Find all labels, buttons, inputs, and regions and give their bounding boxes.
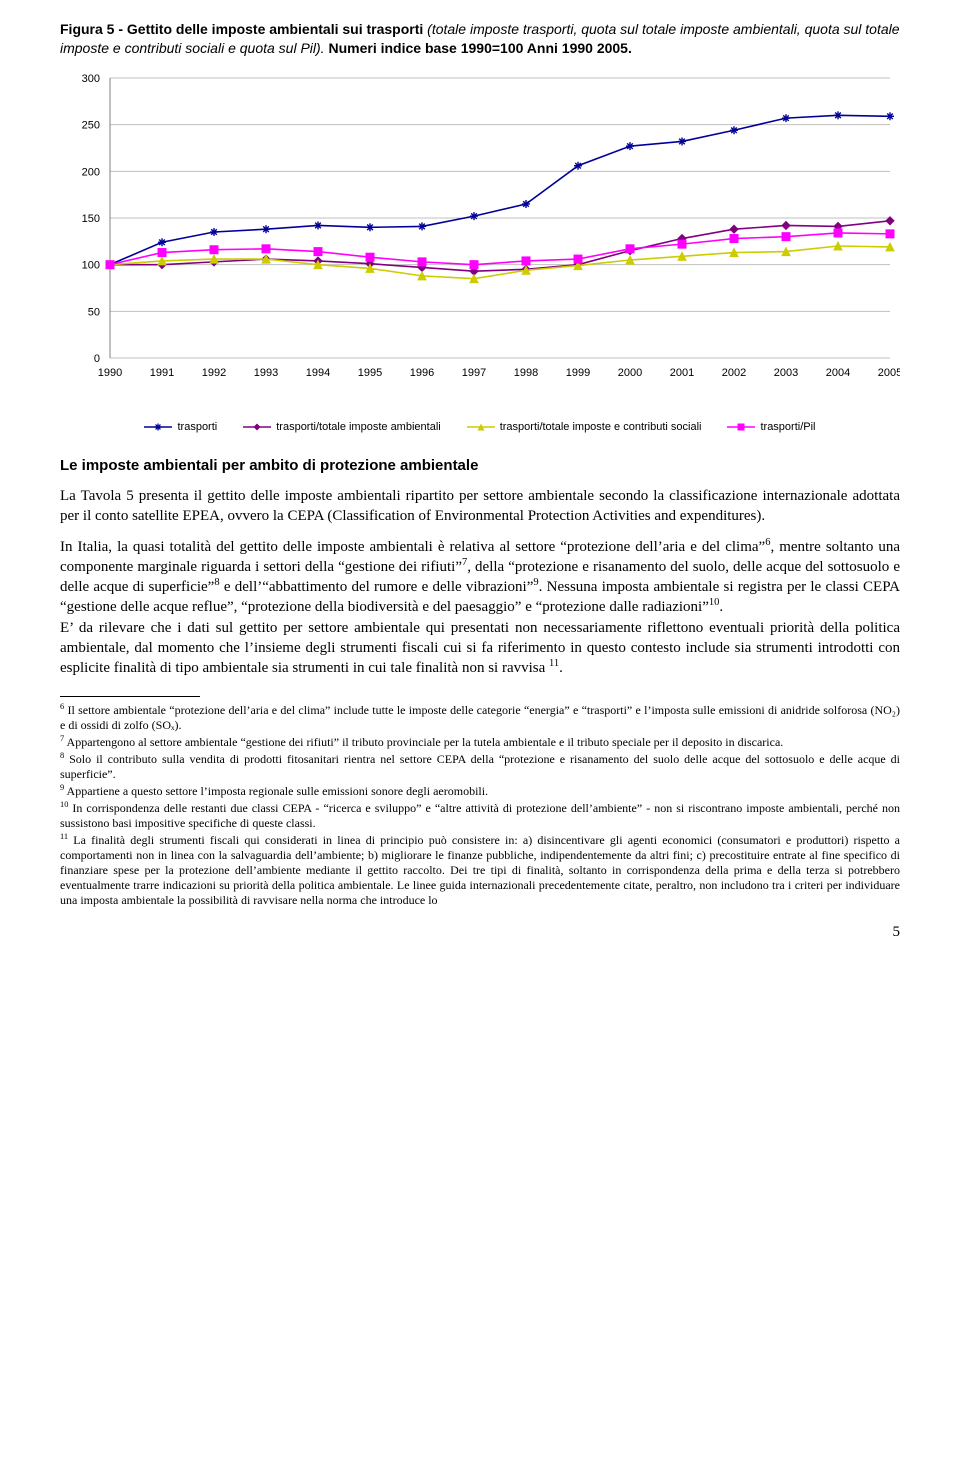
- sup-10: 10: [709, 597, 720, 608]
- svg-text:2003: 2003: [774, 367, 798, 379]
- svg-text:2004: 2004: [826, 367, 850, 379]
- legend-item: trasporti: [144, 420, 217, 435]
- line-chart: 0 50 100 150 200 250 300 1990 1991 1992 1993 1994 19…: [60, 68, 900, 428]
- footnote-6-text: Il settore ambientale “protezione dell’a…: [60, 703, 900, 732]
- footnote-8: 8 Solo il contributo sulla vendita di pr…: [60, 752, 900, 782]
- legend-swatch: [727, 421, 755, 433]
- svg-text:1995: 1995: [358, 367, 382, 379]
- footnote-7-text: Appartengono al settore ambientale “gest…: [64, 735, 783, 749]
- p3b: .: [559, 660, 563, 676]
- footnotes: 6 Il settore ambientale “protezione dell…: [60, 703, 900, 908]
- svg-text:50: 50: [88, 306, 100, 318]
- page-number: 5: [60, 922, 900, 942]
- svg-text:150: 150: [82, 213, 100, 225]
- p2d: e dell’“abbattimento del rumore e delle …: [220, 579, 534, 595]
- svg-text:300: 300: [82, 73, 100, 85]
- section-heading: Le imposte ambientali per ambito di prot…: [60, 456, 900, 476]
- footnote-10-text: In corrispondenza delle restanti due cla…: [60, 801, 900, 830]
- footnote-6: 6 Il settore ambientale “protezione dell…: [60, 703, 900, 733]
- p3a: E’ da rilevare che i dati sul gettito pe…: [60, 620, 900, 677]
- svg-text:1997: 1997: [462, 367, 486, 379]
- svg-text:100: 100: [82, 259, 100, 271]
- footnote-7: 7 Appartengono al settore ambientale “ge…: [60, 735, 900, 750]
- chart-legend: trasporti trasporti/totale imposte ambien…: [60, 420, 900, 435]
- svg-text:250: 250: [82, 119, 100, 131]
- legend-label: trasporti/Pil: [760, 420, 815, 435]
- sup-11: 11: [549, 658, 559, 669]
- svg-text:1993: 1993: [254, 367, 278, 379]
- svg-text:2000: 2000: [618, 367, 642, 379]
- svg-text:1991: 1991: [150, 367, 174, 379]
- legend-item: trasporti/totale imposte e contributi so…: [467, 420, 702, 435]
- legend-label: trasporti/totale imposte e contributi so…: [500, 420, 702, 435]
- svg-text:2001: 2001: [670, 367, 694, 379]
- footnote-9-text: Appartiene a questo settore l’imposta re…: [64, 784, 488, 798]
- svg-text:1992: 1992: [202, 367, 226, 379]
- figure-caption: Figura 5 - Gettito delle imposte ambient…: [60, 20, 900, 58]
- footnote-11: 11 La finalità degli strumenti fiscali q…: [60, 833, 900, 908]
- svg-text:2002: 2002: [722, 367, 746, 379]
- p2a: In Italia, la quasi totalità del gettito…: [60, 539, 765, 555]
- svg-text:1999: 1999: [566, 367, 590, 379]
- legend-swatch: [467, 421, 495, 433]
- legend-label: trasporti: [177, 420, 217, 435]
- p2f: .: [719, 599, 723, 615]
- legend-item: trasporti/Pil: [727, 420, 815, 435]
- legend-label: trasporti/totale imposte ambientali: [276, 420, 440, 435]
- footnote-separator: [60, 696, 200, 697]
- footnote-11-text: La finalità degli strumenti fiscali qui …: [60, 833, 900, 907]
- svg-text:1990: 1990: [98, 367, 122, 379]
- svg-text:0: 0: [94, 353, 100, 365]
- svg-text:2005: 2005: [878, 367, 900, 379]
- footnote-9: 9 Appartiene a questo settore l’imposta …: [60, 784, 900, 799]
- svg-text:200: 200: [82, 166, 100, 178]
- figure-title-bold2: Numeri indice base 1990=100 Anni 1990 20…: [328, 40, 631, 56]
- paragraph-2: In Italia, la quasi totalità del gettito…: [60, 537, 900, 679]
- paragraph-1: La Tavola 5 presenta il gettito delle im…: [60, 486, 900, 527]
- legend-item: trasporti/totale imposte ambientali: [243, 420, 440, 435]
- figure-title-bold: Figura 5 - Gettito delle imposte ambient…: [60, 21, 427, 37]
- footnote-10: 10 In corrispondenza delle restanti due …: [60, 801, 900, 831]
- svg-text:1994: 1994: [306, 367, 330, 379]
- chart-svg: 0 50 100 150 200 250 300 1990 1991 1992 1993 1994 19…: [60, 68, 900, 408]
- footnote-8-text: Solo il contributo sulla vendita di prod…: [60, 752, 900, 781]
- legend-swatch: [144, 421, 172, 433]
- svg-text:1998: 1998: [514, 367, 538, 379]
- legend-swatch: [243, 421, 271, 433]
- svg-text:1996: 1996: [410, 367, 434, 379]
